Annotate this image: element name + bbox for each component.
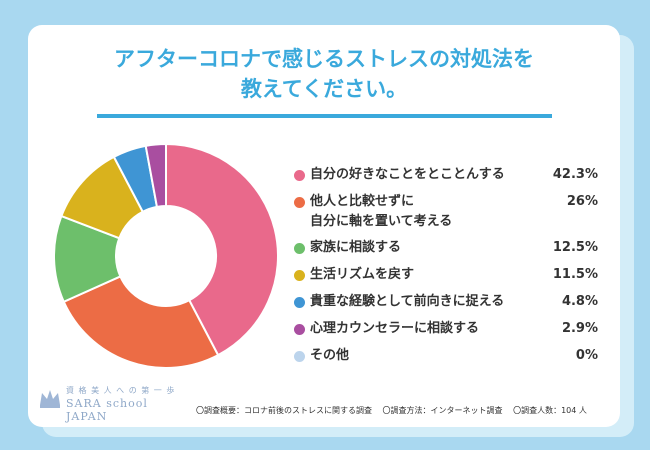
legend-value-0: 42.3%: [552, 167, 598, 182]
legend-value-2: 12.5%: [552, 240, 598, 255]
legend-value-1: 26%: [566, 194, 598, 209]
legend-label-3: 生活リズムを戻す: [310, 267, 415, 282]
legend-value-6: 0%: [575, 348, 598, 363]
legend-swatch-5: [294, 324, 305, 335]
donut-slice-5: [144, 142, 167, 208]
legend-label-1-line-1: 自分に軸を置いて考える: [310, 214, 453, 229]
legend-label-2: 家族に相談する: [310, 240, 402, 255]
legend-label-5: 心理カウンセラーに相談する: [310, 321, 480, 336]
legend-swatch-0: [294, 170, 305, 181]
survey-respondents: 〇調査人数：104 人: [513, 406, 587, 415]
survey-summary: 〇調査概要：コロナ前後のストレスに関する調査: [196, 406, 372, 415]
title-underline: [97, 114, 552, 118]
legend-swatch-1: [294, 197, 305, 208]
title-line-1: アフターコロナで感じるストレスの対処法を: [114, 47, 534, 71]
legend-swatch-6: [294, 351, 305, 362]
brand-logo: 資 格 美 人 へ の 第 一 歩 SARA school JAPAN: [38, 385, 188, 423]
legend-swatch-2: [294, 243, 305, 254]
legend-label-1: 他人と比較せずに自分に軸を置いて考える: [310, 192, 530, 232]
legend-swatch-3: [294, 270, 305, 281]
survey-method: 〇調査方法：インターネット調査: [382, 406, 503, 415]
legend-label-4: 貴重な経験として前向きに捉える: [310, 294, 505, 309]
donut-slice-1: [62, 275, 220, 369]
legend-value-5: 2.9%: [561, 321, 598, 336]
logo-name: SARA school JAPAN: [66, 397, 148, 423]
legend-label-1-line-0: 他人と比較せずに: [310, 194, 415, 209]
donut-slice-0: [165, 142, 279, 357]
chart-title: アフターコロナで感じるストレスの対処法を 教えてください。: [28, 44, 620, 104]
logo-tagline: 資 格 美 人 へ の 第 一 歩: [66, 386, 176, 395]
legend-label-6: その他: [310, 348, 350, 363]
survey-footer: 〇調査概要：コロナ前後のストレスに関する調査 〇調査方法：インターネット調査 〇…: [196, 405, 595, 416]
title-line-2: 教えてください。: [240, 77, 408, 101]
legend-label-0: 自分の好きなことをとことんする: [310, 167, 505, 182]
legend-swatch-4: [294, 297, 305, 308]
crown-icon: [40, 390, 60, 408]
legend-value-4: 4.8%: [561, 294, 598, 309]
legend-value-3: 11.5%: [552, 267, 598, 282]
